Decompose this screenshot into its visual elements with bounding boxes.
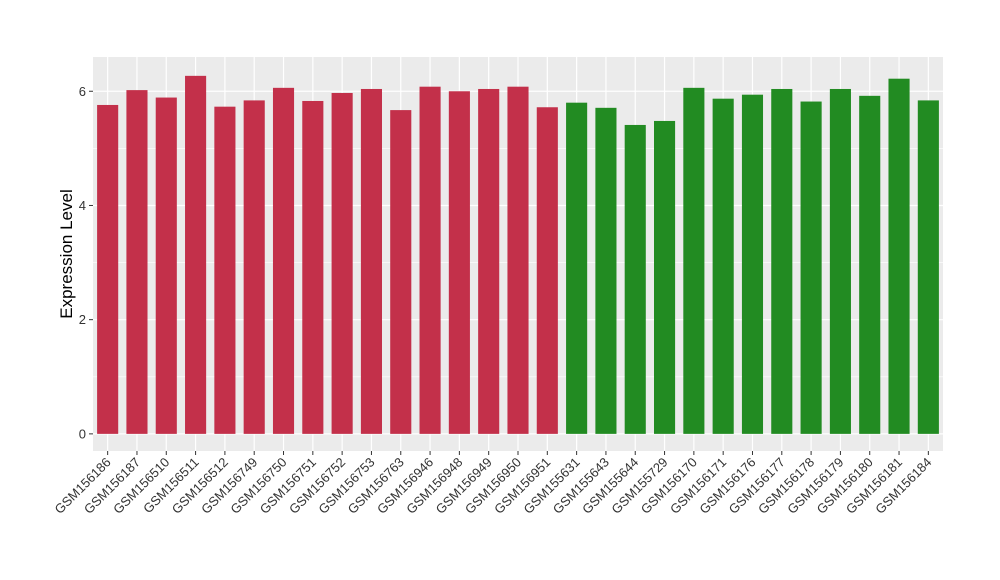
- bar-GSM156948: [448, 91, 470, 434]
- bar-GSM156951: [536, 107, 558, 434]
- bar-GSM156181: [888, 78, 910, 434]
- y-axis-title: Expression Level: [57, 189, 76, 318]
- bars: [97, 75, 939, 434]
- bar-GSM156178: [800, 101, 822, 434]
- bar-GSM156170: [683, 87, 705, 434]
- y-tick-label: 0: [79, 426, 86, 441]
- bar-GSM155729: [654, 120, 676, 434]
- y-axis: 0 2 4 6: [79, 84, 93, 441]
- bar-GSM156512: [214, 106, 236, 434]
- bar-GSM155643: [595, 107, 617, 434]
- bar-GSM156752: [331, 92, 353, 434]
- bar-GSM156750: [272, 87, 295, 434]
- bar-GSM156946: [419, 86, 441, 434]
- bar-GSM156510: [155, 97, 177, 434]
- y-tick-label: 6: [79, 84, 86, 99]
- bar-GSM155631: [566, 102, 588, 434]
- bar-GSM156187: [126, 90, 148, 434]
- bar-GSM156180: [859, 95, 881, 434]
- bar-GSM156176: [741, 94, 764, 434]
- x-axis: GSM156186GSM156187GSM156510GSM156511GSM1…: [52, 451, 934, 517]
- bar-GSM156949: [478, 88, 500, 434]
- bar-GSM156184: [917, 100, 939, 434]
- bar-GSM156749: [243, 100, 265, 434]
- bar-GSM156751: [302, 100, 324, 434]
- bar-GSM156186: [97, 104, 119, 434]
- y-tick-label: 4: [79, 198, 86, 213]
- bar-GSM156511: [185, 75, 207, 434]
- bar-GSM156763: [390, 110, 412, 434]
- bar-GSM156177: [771, 88, 793, 434]
- bar-GSM155644: [624, 124, 646, 434]
- bar-GSM156753: [360, 88, 382, 434]
- bar-GSM156179: [829, 88, 851, 434]
- bar-GSM156950: [507, 86, 529, 434]
- y-tick-label: 2: [79, 312, 86, 327]
- bar-GSM156171: [712, 98, 734, 434]
